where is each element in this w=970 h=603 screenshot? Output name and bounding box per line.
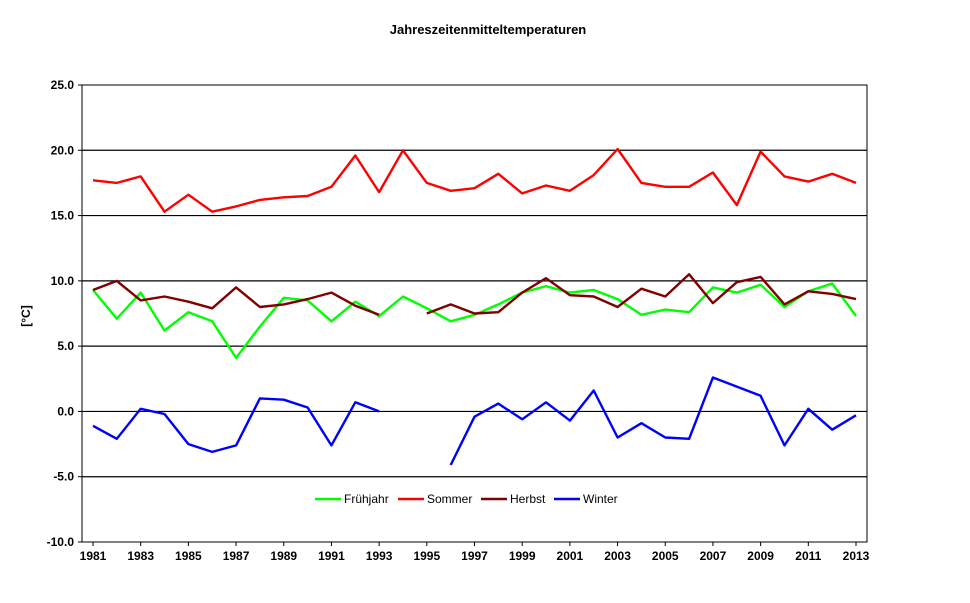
legend: Frühjahr Sommer Herbst Winter	[315, 492, 618, 506]
x-tick-label: 1981	[80, 549, 107, 563]
x-tick-label: 1991	[318, 549, 345, 563]
x-axis-ticks: 1981 1983 1985 1987 1989 1991 1993 1995 1997 1999…	[80, 542, 870, 563]
x-tick-label: 2011	[795, 549, 821, 563]
legend-label-winter: Winter	[583, 492, 618, 506]
chart-title: Jahreszeitenmitteltemperaturen	[390, 22, 587, 37]
y-tick-label: 5.0	[57, 339, 74, 353]
x-tick-label: 1993	[366, 549, 393, 563]
y-tick-label: -10.0	[47, 535, 75, 549]
x-tick-label: 1999	[509, 549, 536, 563]
series-line-herbst	[92, 279, 380, 316]
y-tick-label: -5.0	[53, 470, 74, 484]
x-tick-label: 1987	[223, 549, 250, 563]
x-tick-label: 2007	[700, 549, 727, 563]
grid-lines	[82, 149, 867, 478]
series-line-sommer	[92, 147, 857, 213]
legend-label-herbst: Herbst	[510, 492, 546, 506]
x-tick-label: 2003	[604, 549, 631, 563]
y-tick-label: 0.0	[57, 404, 74, 418]
x-tick-label: 1997	[461, 549, 488, 563]
x-tick-label: 2001	[557, 549, 584, 563]
y-tick-label: 20.0	[51, 143, 75, 157]
y-axis-label: [°C]	[19, 305, 33, 326]
series-lines	[92, 147, 857, 466]
plot-area-border	[81, 84, 868, 543]
legend-label-sommer: Sommer	[427, 492, 472, 506]
x-tick-label: 2013	[843, 549, 870, 563]
series-line-winter	[92, 397, 380, 454]
x-tick-label: 1989	[270, 549, 297, 563]
y-tick-label: 15.0	[51, 209, 75, 223]
x-tick-label: 2005	[652, 549, 679, 563]
x-tick-label: 2009	[747, 549, 774, 563]
series-line-herbst	[426, 273, 857, 315]
legend-label-fr-hjahr: Frühjahr	[344, 492, 389, 506]
series-line-fr-hjahr	[92, 282, 857, 360]
y-axis-ticks: 25.0 20.0 15.0 10.0 5.0 0.0 -5.0 -10.0	[47, 78, 82, 549]
x-tick-label: 1985	[175, 549, 202, 563]
x-tick-label: 1983	[127, 549, 154, 563]
y-tick-label: 10.0	[51, 274, 75, 288]
y-tick-label: 25.0	[51, 78, 75, 92]
series-line-winter	[449, 376, 857, 466]
x-tick-label: 1995	[413, 549, 440, 563]
